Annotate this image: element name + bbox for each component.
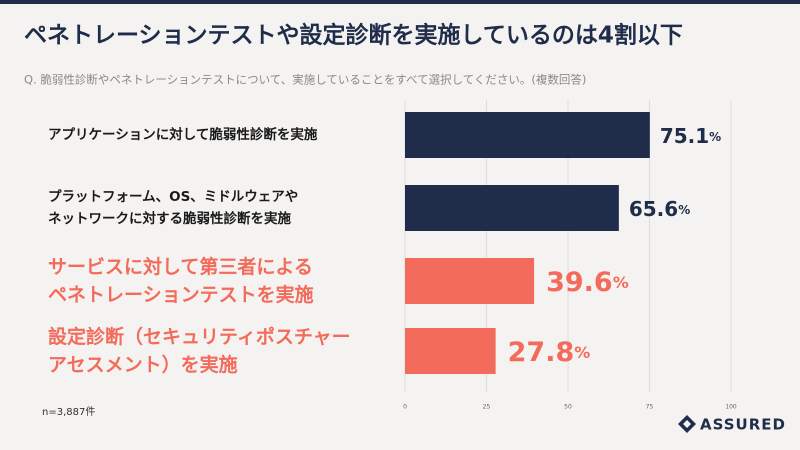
value-label: 65.6% [629,197,690,221]
x-tick-label: 0 [403,404,407,411]
category-label: サービスに対して第三者によるペネトレーションテストを実施 [48,255,314,306]
value-label: 27.8% [508,337,591,368]
sample-note: n=3,887件 [42,406,95,418]
bar [405,185,619,231]
value-unit: % [574,343,590,362]
logo-icon [678,415,696,433]
logo: ASSURED [678,415,786,434]
category-label-line: プラットフォーム、OS、ミドルウェアや [48,189,298,205]
bar [405,258,535,304]
category-label-line: ペネトレーションテストを実施 [48,283,314,306]
value-unit: % [613,273,629,292]
value-number: 65.6 [629,197,678,221]
value-label: 75.1% [660,124,721,148]
value-unit: % [678,203,690,217]
category-label-line: アセスメント）を実施 [48,353,238,376]
category-label-line: 設定診断（セキュリティポスチャー [48,325,351,348]
bar [405,112,650,158]
category-label: プラットフォーム、OS、ミドルウェアやネットワークに対する脆弱性診断を実施 [48,189,298,227]
logo-text: ASSURED [700,416,786,434]
category-label: アプリケーションに対して脆弱性診断を実施 [48,126,318,143]
x-tick-label: 50 [564,404,572,411]
value-number: 75.1 [660,124,709,148]
question: Q. 脆弱性診断やペネトレーションテストについて、実施していることをすべて選択し… [24,73,586,87]
value-number: 27.8 [508,337,575,368]
top-border [0,0,800,4]
bar [405,328,496,374]
x-tick-label: 25 [483,404,491,411]
title: ペネトレーションテストや設定診断を実施しているのは4割以下 [24,22,683,49]
category-label: 設定診断（セキュリティポスチャーアセスメント）を実施 [48,325,351,376]
category-label-line: アプリケーションに対して脆弱性診断を実施 [48,126,318,143]
x-tick-label: 100 [725,404,737,411]
value-number: 39.6 [546,267,613,298]
value-label: 39.6% [546,267,629,298]
category-label-line: サービスに対して第三者による [48,255,313,278]
value-unit: % [709,130,721,144]
category-label-line: ネットワークに対する脆弱性診断を実施 [48,210,291,227]
x-tick-label: 75 [646,404,654,411]
